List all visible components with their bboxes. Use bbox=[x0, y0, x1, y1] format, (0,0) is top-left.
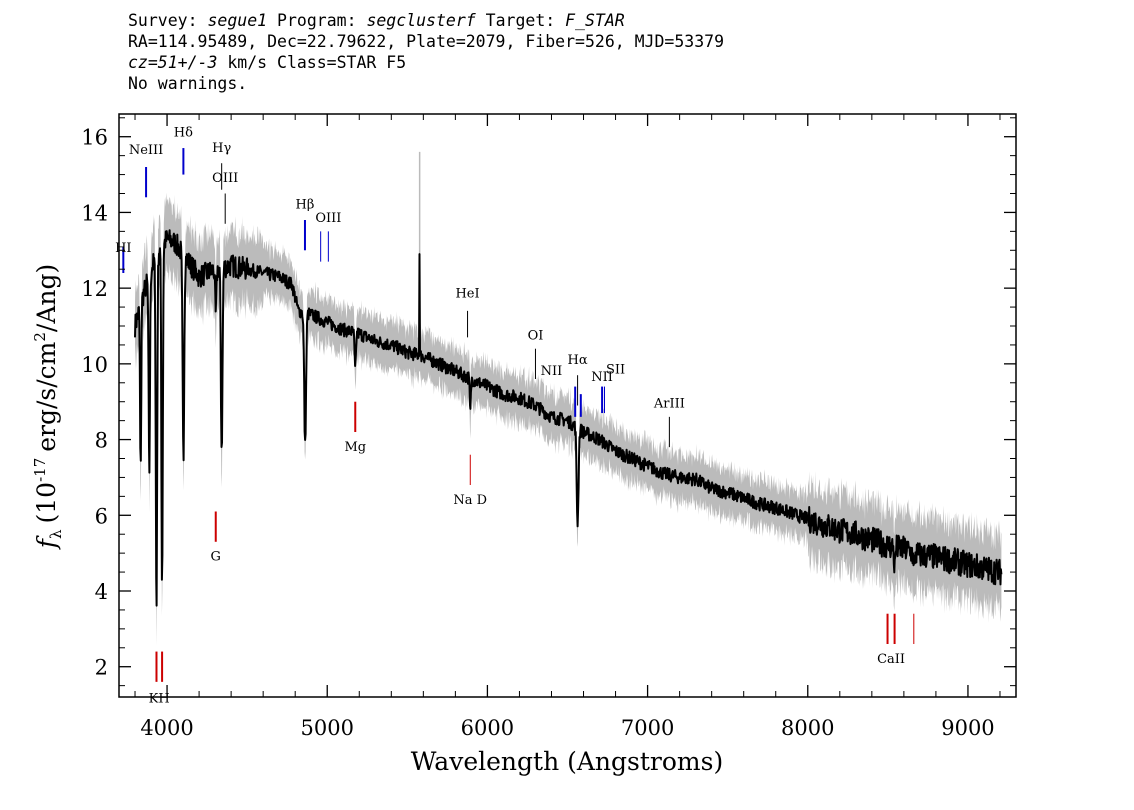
y-axis-exponent: -17 bbox=[31, 458, 49, 482]
line-marker-label: Hβ bbox=[296, 198, 315, 213]
y-axis-units-exponent: 2 bbox=[31, 332, 49, 342]
survey-name: segue1 bbox=[207, 11, 268, 30]
line-marker-label: Hα bbox=[568, 353, 588, 368]
x-tick-label: 4000 bbox=[140, 716, 193, 740]
line-marker-label: NII bbox=[541, 364, 563, 379]
line-marker-label: OI bbox=[528, 328, 544, 343]
y-tick-label: 12 bbox=[81, 277, 108, 301]
line-marker-label: Hγ bbox=[212, 141, 231, 156]
y-tick-label: 10 bbox=[81, 353, 108, 377]
line-marker-label: HeI bbox=[455, 287, 479, 302]
y-tick-label: 8 bbox=[95, 429, 108, 453]
program-name: segclusterf bbox=[366, 11, 476, 30]
x-axis-title: Wavelength (Angstroms) bbox=[411, 747, 723, 776]
header-line-3: cz=51+/-3 km/s Class=STAR F5 bbox=[128, 52, 724, 73]
line-marker-label: ArIII bbox=[653, 396, 685, 411]
y-axis-subscript: λ bbox=[47, 529, 65, 539]
line-marker-label: OIII bbox=[212, 171, 238, 186]
y-tick-label: 2 bbox=[95, 656, 108, 680]
line-marker-label: OIII bbox=[315, 211, 341, 226]
axes: 4000 5000 6000 7000 8000 9000 2 4 6 8 10 12 14 16 bbox=[81, 114, 1016, 740]
y-tick-label: 6 bbox=[95, 504, 108, 528]
y-axis-scale: (10 bbox=[32, 482, 61, 524]
spectrum-line bbox=[134, 229, 1003, 607]
redshift-value: cz=51+/-3 bbox=[128, 53, 218, 72]
spectrum-header: Survey: segue1 Program: segclusterf Targ… bbox=[128, 10, 724, 94]
x-tick-label: 6000 bbox=[461, 716, 514, 740]
line-marker-label: NII bbox=[591, 370, 613, 385]
line-markers: HINeIIIHδHγOIIIHβOIIIHeIOINIIHαNIISIIArI… bbox=[115, 126, 915, 707]
class-info: km/s Class=STAR F5 bbox=[217, 53, 407, 72]
y-tick-label: 14 bbox=[81, 201, 108, 225]
line-marker-label: Mg bbox=[344, 440, 366, 455]
line-marker-label: G bbox=[211, 550, 221, 565]
y-axis-title: fλ (10-17 erg/s/cm2/Ang) bbox=[31, 264, 65, 551]
header-line-1: Survey: segue1 Program: segclusterf Targ… bbox=[128, 10, 724, 31]
line-marker-label: CaII bbox=[877, 652, 905, 667]
x-tick-label: 5000 bbox=[301, 716, 354, 740]
plot-area bbox=[134, 151, 1003, 646]
line-marker-label: Hδ bbox=[174, 126, 193, 141]
target-name: F_STAR bbox=[565, 11, 625, 30]
line-marker-label: Na D bbox=[453, 493, 487, 508]
survey-label: Survey: bbox=[128, 11, 208, 30]
header-line-2: RA=114.95489, Dec=22.79622, Plate=2079, … bbox=[128, 32, 725, 51]
x-tick-label: 9000 bbox=[941, 716, 994, 740]
plot-frame bbox=[118, 113, 1017, 698]
x-tick-label: 8000 bbox=[781, 716, 834, 740]
y-axis-symbol: f bbox=[32, 535, 61, 550]
line-marker-label: NeIII bbox=[129, 143, 163, 158]
y-tick-label: 4 bbox=[95, 580, 108, 604]
y-axis-units-tail: /Ang) bbox=[32, 264, 61, 332]
y-tick-label: 16 bbox=[81, 126, 108, 150]
program-label: Program: bbox=[267, 11, 367, 30]
line-marker-label: KH bbox=[149, 692, 170, 707]
line-marker-label: HI bbox=[115, 241, 131, 256]
header-line-4: No warnings. bbox=[128, 74, 248, 93]
line-marker-label: SII bbox=[606, 362, 625, 377]
target-label: Target: bbox=[475, 11, 566, 30]
y-axis-units: erg/s/cm bbox=[32, 341, 61, 451]
x-tick-label: 7000 bbox=[621, 716, 674, 740]
